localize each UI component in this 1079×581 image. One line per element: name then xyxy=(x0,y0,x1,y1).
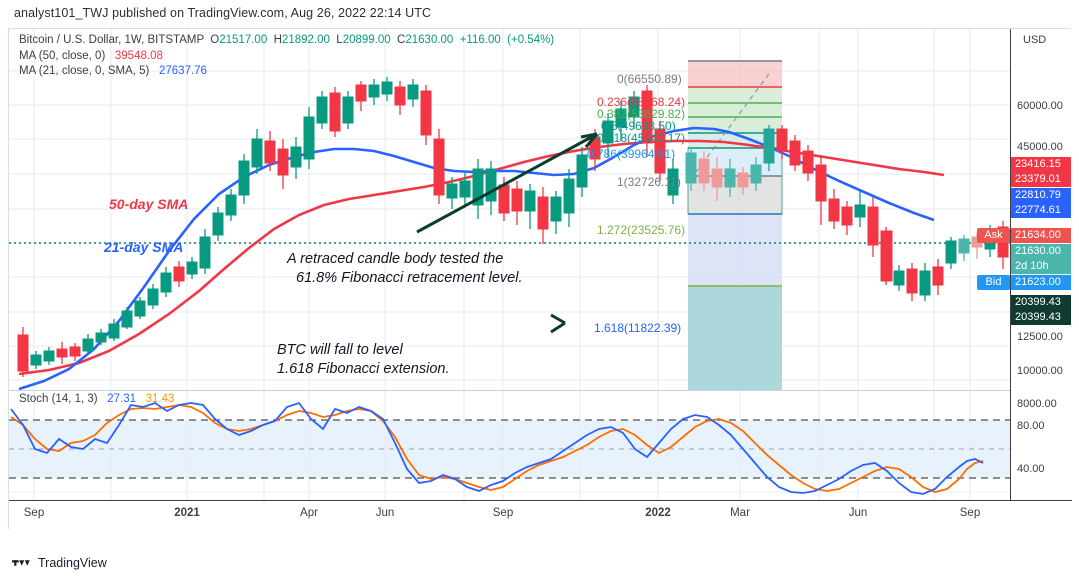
fib-level-label-6: 1(32726.11) xyxy=(617,175,681,189)
stoch-k-value: 27.31 xyxy=(107,393,136,405)
stochastic-legend[interactable]: Stoch (14, 1, 3) 27.31 31.43 xyxy=(19,393,174,405)
time-tick-1: 2021 xyxy=(174,507,200,519)
legend-h-value: 21892.00 xyxy=(281,34,330,46)
tradingview-logo-icon xyxy=(12,560,30,566)
legend-ma50-value: 39548.08 xyxy=(114,49,163,62)
legend-ma50-row[interactable]: MA (50, close, 0) 39548.08 xyxy=(19,49,554,65)
legend-h-label: H xyxy=(273,34,282,46)
price-tick-2: 12500.00 xyxy=(1017,331,1063,343)
price-axis-separator xyxy=(1010,29,1011,500)
legend-symbol: Bitcoin / U.S. Dollar, 1W, BITSTAMP xyxy=(19,34,204,46)
tradingview-footer: TradingView xyxy=(12,556,107,570)
legend-ohlc-row: Bitcoin / U.S. Dollar, 1W, BITSTAMP O215… xyxy=(19,33,554,49)
price-pill-1: 23379.01 xyxy=(1011,172,1071,187)
bid-tag: Bid xyxy=(977,275,1010,290)
fib-level-label-3: 0.5(49638.50) xyxy=(601,119,676,133)
time-tick-5: Sep xyxy=(492,507,514,519)
legend-c-value: 21630.00 xyxy=(405,34,454,46)
legend-change: +116.00 xyxy=(459,34,501,46)
annotation-target: BTC will fall to level 1.618 Fibonacci e… xyxy=(277,341,450,379)
fibonacci-zone xyxy=(687,60,783,390)
time-tick-6: 2022 xyxy=(645,507,671,519)
price-pill-8: 20399.43 xyxy=(1011,295,1071,310)
time-axis-separator xyxy=(9,500,1072,501)
ask-tag: Ask xyxy=(977,228,1010,243)
fib-level-label-7: 1.272(23525.76) xyxy=(597,223,686,237)
stoch-d-value: 31.43 xyxy=(145,393,175,405)
price-pane[interactable]: Bitcoin / U.S. Dollar, 1W, BITSTAMP O215… xyxy=(9,29,1010,390)
time-tick-9: Sep xyxy=(959,507,981,519)
time-axis[interactable]: Sep 2021 Apr Jun Sep 2022 Mar Jun Sep xyxy=(9,501,1072,529)
pane-separator xyxy=(9,390,1010,391)
legend-c-label: C xyxy=(397,34,406,46)
price-tick-0: 60000.00 xyxy=(1017,100,1063,112)
fib-level-label-5: 0.786(39964.61) xyxy=(587,147,676,161)
chart-frame: Bitcoin / U.S. Dollar, 1W, BITSTAMP O215… xyxy=(8,28,1072,529)
legend-ma50-label: MA (50, close, 0) xyxy=(19,49,106,62)
price-pill-9: 20399.43 xyxy=(1011,310,1071,325)
legend-l-value: 20899.00 xyxy=(342,34,391,46)
sma21-overlay-label: 21-day SMA xyxy=(104,239,184,255)
stoch-k-line xyxy=(10,401,984,495)
price-legend: Bitcoin / U.S. Dollar, 1W, BITSTAMP O215… xyxy=(19,33,554,80)
annotation-target-line2: 1.618 Fibonacci extension. xyxy=(277,361,450,377)
price-pill-7: 21623.00 xyxy=(1011,275,1071,290)
annotation-target-line1: BTC will fall to level xyxy=(277,342,403,358)
annotation-retracement-line1: A retraced candle body tested the xyxy=(287,251,504,267)
price-pane-graphics xyxy=(9,29,1010,390)
price-pill-6: 2d 10h xyxy=(1011,259,1071,274)
fib-level-label-4: 0.618(45147.17) xyxy=(597,131,686,145)
stoch-tick-0: 80.00 xyxy=(1017,420,1045,432)
candlestick-series xyxy=(17,77,1009,377)
legend-ma21-row[interactable]: MA (21, close, 0, SMA, 5) 27637.76 xyxy=(19,64,554,80)
stoch-d-line xyxy=(10,404,984,493)
legend-change-pct: (+0.54%) xyxy=(507,34,555,46)
stochastic-graphics xyxy=(9,391,1010,500)
legend-ma21-value: 27637.76 xyxy=(158,65,207,77)
price-tick-3: 10000.00 xyxy=(1017,365,1063,377)
publisher-line: analyst101_TWJ published on TradingView.… xyxy=(14,6,432,20)
price-tick-1: 45000.00 xyxy=(1017,141,1063,153)
downside-target-arrow xyxy=(451,313,566,334)
stochastic-pane[interactable]: Stoch (14, 1, 3) 27.31 31.43 xyxy=(9,391,1010,500)
price-pill-0: 23416.15 xyxy=(1011,157,1071,172)
price-pill-4: 21634.00 xyxy=(1011,228,1071,243)
time-tick-7: Mar xyxy=(730,507,750,519)
legend-ma21-label: MA (21, close, 0, SMA, 5) xyxy=(19,65,150,77)
fib-level-label-2: 0.382(53629.82) xyxy=(597,107,686,121)
annotation-retracement-line2: 61.8% Fibonacci retracement level. xyxy=(296,270,523,286)
tradingview-brand: TradingView xyxy=(38,556,107,570)
stoch-title: Stoch (14, 1, 3) xyxy=(19,393,98,405)
fib-level-label-1: 0.236(58568.24) xyxy=(597,95,686,109)
sma50-overlay-label: 50-day SMA xyxy=(109,196,189,212)
price-pill-3: 22774.61 xyxy=(1011,203,1071,218)
time-tick-8: Jun xyxy=(848,507,868,519)
fib-level-label-8: 1.618(11822.39) xyxy=(594,321,682,335)
time-tick-3: Apr xyxy=(300,507,318,519)
fib-level-label-0: 0(66550.89) xyxy=(617,72,682,86)
price-pill-5: 21630.00 xyxy=(1011,244,1071,259)
time-tick-4: Jun xyxy=(375,507,395,519)
price-axis-unit: USD xyxy=(1023,34,1047,46)
legend-o-value: 21517.00 xyxy=(219,34,268,46)
stoch-tick-1: 40.00 xyxy=(1017,463,1045,475)
legend-o-label: O xyxy=(210,34,220,46)
time-tick-0: Sep xyxy=(23,507,45,519)
price-pill-2: 22810.79 xyxy=(1011,188,1071,203)
price-axis[interactable]: USD 60000.00 45000.00 12500.00 10000.00 8000… xyxy=(1011,29,1071,518)
legend-l-label: L xyxy=(336,34,343,46)
annotation-retracement: A retraced candle body tested the 61.8% … xyxy=(287,250,522,288)
uptrend-arrow xyxy=(416,132,599,234)
price-tick-4: 8000.00 xyxy=(1017,398,1057,410)
